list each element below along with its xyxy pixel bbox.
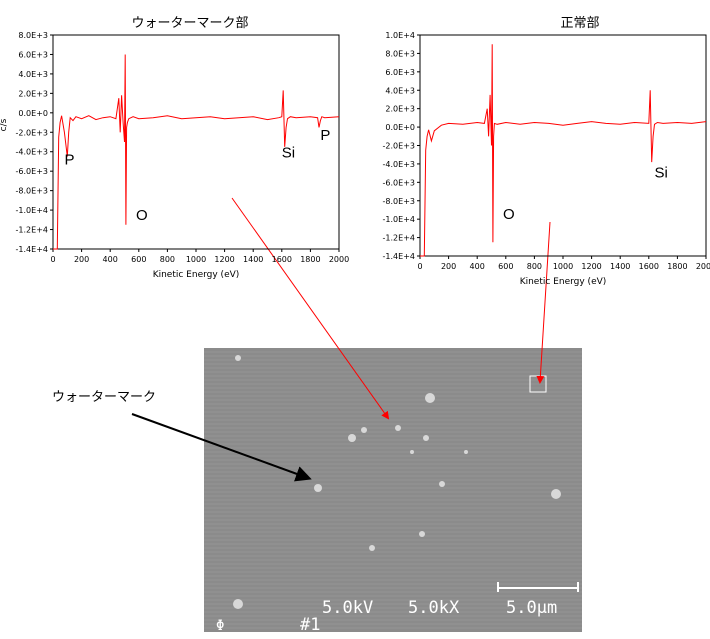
y-tick-label: -8.0E+3 [16,187,48,196]
particle [439,481,445,487]
x-tick-label: 400 [103,255,118,264]
y-tick-label: 6.0E+3 [385,68,415,77]
x-tick-label: 1600 [272,255,292,264]
y-tick-label: -6.0E+3 [16,167,48,176]
particle [395,425,401,431]
particle [410,450,414,454]
y-tick-label: 8.0E+3 [385,49,415,58]
sem-image: 5.0kV 5.0kX 5.0μm #1 Φ [204,348,582,635]
peak-label: Si [655,165,668,182]
y-tick-label: -1.4E+4 [16,245,48,254]
x-tick-label: 1400 [243,255,263,264]
y-tick-label: 2.0E+3 [385,105,415,114]
x-axis-title: Kinetic Energy (eV) [153,270,240,280]
arrow-watermark-spectrum [231,197,390,420]
y-tick-label: -2.0E+3 [16,128,48,137]
peak-label: P [320,127,330,144]
y-tick-label: 0.0E+0 [385,123,415,132]
particle [423,435,429,441]
y-tick-label: -2.0E+3 [383,142,415,151]
y-tick-label: -1.2E+4 [383,234,415,243]
y-tick-label: 4.0E+3 [18,70,48,79]
particle [235,355,241,361]
particle [464,450,468,454]
peak-label: O [136,207,148,224]
sem-magnification: 5.0kX [408,598,460,618]
y-tick-label: -4.0E+3 [383,160,415,169]
chart-title-normal: 正常部 [560,16,600,31]
particle [314,484,322,492]
spectrum-line [53,54,340,250]
y-tick-label: -1.4E+4 [383,252,415,261]
y-tick-label: -6.0E+3 [383,178,415,187]
y-tick-label: -1.0E+4 [383,215,415,224]
y-tick-label: 4.0E+3 [385,86,415,95]
x-tick-label: 800 [527,262,542,271]
spectrum-chart-watermark: 8.0E+3 6.0E+3 4.0E+3 2.0E+3 0.0E+0 -2.0E+3 -4.… [0,31,349,280]
watermark-callout-label: ウォーターマーク [52,390,157,405]
y-tick-label: 1.0E+4 [385,31,415,40]
x-tick-label: 2000 [329,255,349,264]
y-tick-label: 2.0E+3 [18,89,48,98]
particle [361,427,367,433]
y-tick-label: -8.0E+3 [383,197,415,206]
x-tick-label: 600 [131,255,146,264]
x-tick-label: 1400 [610,262,630,271]
sem-voltage: 5.0kV [322,598,373,618]
y-tick-label: 8.0E+3 [18,31,48,40]
peak-label: O [503,206,515,223]
arrow-watermark-label [131,413,312,482]
x-tick-label: 1800 [667,262,687,271]
x-tick-label: 1600 [639,262,659,271]
particle [348,434,356,442]
chart-title-watermark: ウォーターマーク部 [131,16,249,31]
peak-label: Si [282,145,295,162]
plot-frame [52,34,340,250]
x-axis-title: Kinetic Energy (eV) [520,277,607,287]
x-tick-label: 600 [498,262,513,271]
y-tick-label: 6.0E+3 [18,50,48,59]
y-axis-title: c/s [0,118,9,131]
particle [233,599,243,609]
x-tick-label: 800 [160,255,175,264]
y-tick-label: -1.2E+4 [16,226,48,235]
x-tick-label: 1000 [186,255,206,264]
x-tick-label: 1200 [214,255,234,264]
sem-scale-label: 5.0μm [506,598,557,618]
plot-frame [419,34,707,257]
x-tick-label: 0 [417,262,422,271]
x-tick-label: 1200 [581,262,601,271]
particle [419,531,425,537]
peak-label: P [64,151,74,168]
x-tick-label: 200 [74,255,89,264]
y-tick-label: -4.0E+3 [16,148,48,157]
arrow-normal-spectrum [536,221,551,384]
sem-symbol: Φ [216,618,224,634]
y-tick-label: -1.0E+4 [16,206,48,215]
particle [369,545,375,551]
x-tick-label: 200 [441,262,456,271]
x-tick-label: 0 [50,255,55,264]
particle [425,393,435,403]
particle [551,489,561,499]
spectrum-line [420,44,707,257]
x-tick-label: 1800 [300,255,320,264]
spectrum-chart-normal: 1.0E+4 8.0E+3 6.0E+3 4.0E+3 2.0E+3 0.0E+0 -2.0… [383,31,710,287]
x-tick-label: 400 [470,262,485,271]
x-tick-label: 2000 [696,262,710,271]
x-tick-label: 1000 [553,262,573,271]
sem-frame-number: #1 [300,615,320,635]
y-tick-label: 0.0E+0 [18,109,48,118]
